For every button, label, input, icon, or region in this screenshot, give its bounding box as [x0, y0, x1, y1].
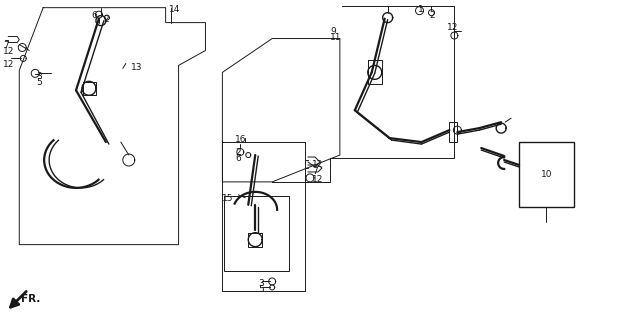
- Text: 6: 6: [235, 154, 241, 163]
- Text: 5: 5: [36, 78, 42, 87]
- Bar: [224, 196, 289, 270]
- Text: 2: 2: [235, 148, 241, 157]
- Text: 7: 7: [3, 41, 9, 50]
- Text: 7: 7: [312, 167, 318, 176]
- Text: 10: 10: [541, 170, 553, 179]
- Text: 9: 9: [330, 27, 336, 36]
- Text: 15: 15: [222, 194, 234, 203]
- Text: 3: 3: [36, 72, 42, 81]
- Text: 12: 12: [3, 60, 15, 69]
- Bar: [519, 142, 574, 207]
- Text: 12: 12: [3, 47, 15, 57]
- Text: 5: 5: [258, 285, 264, 294]
- Text: 6: 6: [91, 11, 97, 20]
- Text: 11: 11: [330, 33, 342, 42]
- Text: 2: 2: [430, 11, 435, 20]
- Text: 12: 12: [312, 175, 324, 184]
- Text: FR.: FR.: [21, 294, 40, 304]
- Text: 1: 1: [417, 5, 424, 14]
- Text: 16: 16: [235, 135, 247, 144]
- Text: 2: 2: [103, 15, 109, 24]
- Text: 3: 3: [258, 279, 264, 288]
- Text: 14: 14: [169, 5, 180, 14]
- Text: 12: 12: [312, 160, 324, 169]
- Text: 12: 12: [447, 23, 459, 32]
- Text: 13: 13: [131, 63, 142, 72]
